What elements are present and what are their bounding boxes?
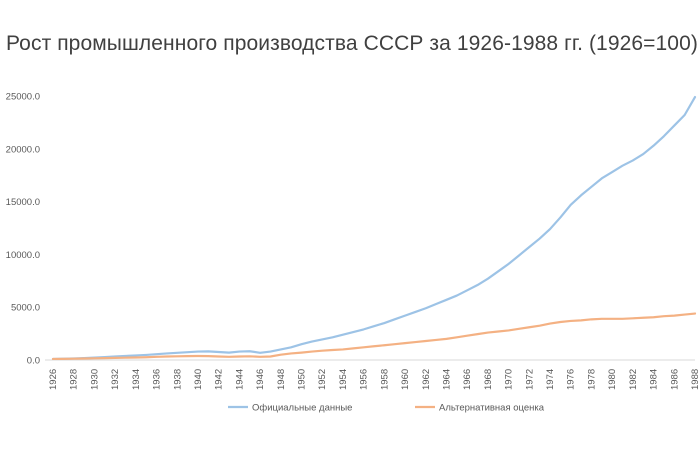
x-tick-label: 1934 bbox=[131, 369, 142, 390]
x-tick-label: 1966 bbox=[462, 369, 473, 390]
x-tick-label: 1964 bbox=[441, 369, 452, 390]
y-tick-label: 5000.0 bbox=[11, 303, 40, 314]
x-axis-ticks: 1926 1928 1930 1932 1934 1936 1938 1940 1942 1944… bbox=[48, 369, 700, 390]
x-tick-label: 1984 bbox=[649, 369, 660, 390]
y-tick-label: 10000.0 bbox=[6, 250, 40, 261]
x-tick-label: 1926 bbox=[48, 369, 59, 390]
x-tick-label: 1948 bbox=[276, 369, 287, 390]
y-tick-label: 15000.0 bbox=[6, 197, 40, 208]
chart-title: Рост промышленного производства СССР за … bbox=[6, 32, 698, 55]
legend-label: Официальные данные bbox=[252, 403, 352, 414]
x-tick-label: 1928 bbox=[69, 369, 80, 390]
x-tick-label: 1982 bbox=[628, 369, 639, 390]
x-tick-label: 1950 bbox=[297, 369, 308, 390]
y-tick-label: 25000.0 bbox=[6, 92, 40, 103]
x-tick-label: 1986 bbox=[669, 369, 680, 390]
x-tick-label: 1970 bbox=[504, 369, 515, 390]
series-line-1 bbox=[51, 95, 697, 361]
x-tick-label: 1956 bbox=[359, 369, 370, 390]
y-axis-ticks: 0.0 5000.0 10000.0 15000.0 20000.0 25000.0 bbox=[6, 92, 40, 367]
series-lines bbox=[51, 95, 697, 361]
x-tick-label: 1968 bbox=[483, 369, 494, 390]
x-tick-label: 1930 bbox=[89, 369, 100, 390]
x-tick-label: 1972 bbox=[524, 369, 535, 390]
series-line-2 bbox=[51, 312, 697, 361]
x-tick-label: 1938 bbox=[172, 369, 183, 390]
x-tick-label: 1980 bbox=[607, 369, 618, 390]
legend: Официальные данные Альтернативная оценка bbox=[228, 403, 545, 414]
x-tick-label: 1962 bbox=[421, 369, 432, 390]
x-tick-label: 1958 bbox=[379, 369, 390, 390]
x-tick-label: 1960 bbox=[400, 369, 411, 390]
legend-label: Альтернативная оценка bbox=[439, 403, 545, 414]
x-tick-label: 1978 bbox=[586, 369, 597, 390]
x-tick-label: 1944 bbox=[234, 369, 245, 390]
x-tick-label: 1940 bbox=[193, 369, 204, 390]
y-tick-label: 0.0 bbox=[27, 356, 40, 367]
y-tick-label: 20000.0 bbox=[6, 144, 40, 155]
x-tick-label: 1942 bbox=[214, 369, 225, 390]
x-tick-label: 1954 bbox=[338, 369, 349, 390]
x-tick-label: 1988 bbox=[690, 369, 700, 390]
x-tick-label: 1974 bbox=[545, 369, 556, 390]
x-tick-label: 1932 bbox=[110, 369, 121, 390]
x-tick-label: 1936 bbox=[152, 369, 163, 390]
x-tick-label: 1946 bbox=[255, 369, 266, 390]
x-tick-label: 1952 bbox=[317, 369, 328, 390]
x-tick-label: 1976 bbox=[566, 369, 577, 390]
